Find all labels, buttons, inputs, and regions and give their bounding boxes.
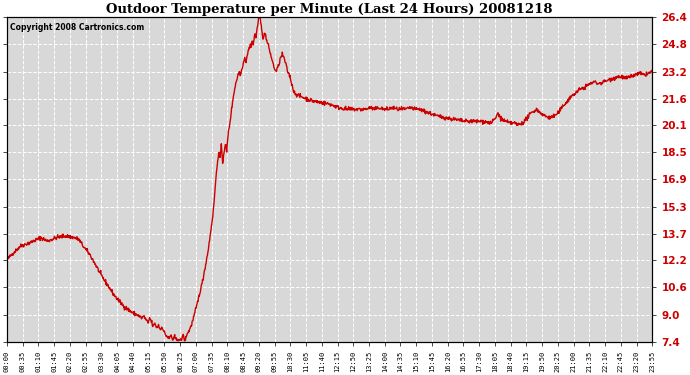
Text: Copyright 2008 Cartronics.com: Copyright 2008 Cartronics.com (10, 24, 144, 33)
Title: Outdoor Temperature per Minute (Last 24 Hours) 20081218: Outdoor Temperature per Minute (Last 24 … (106, 3, 553, 16)
